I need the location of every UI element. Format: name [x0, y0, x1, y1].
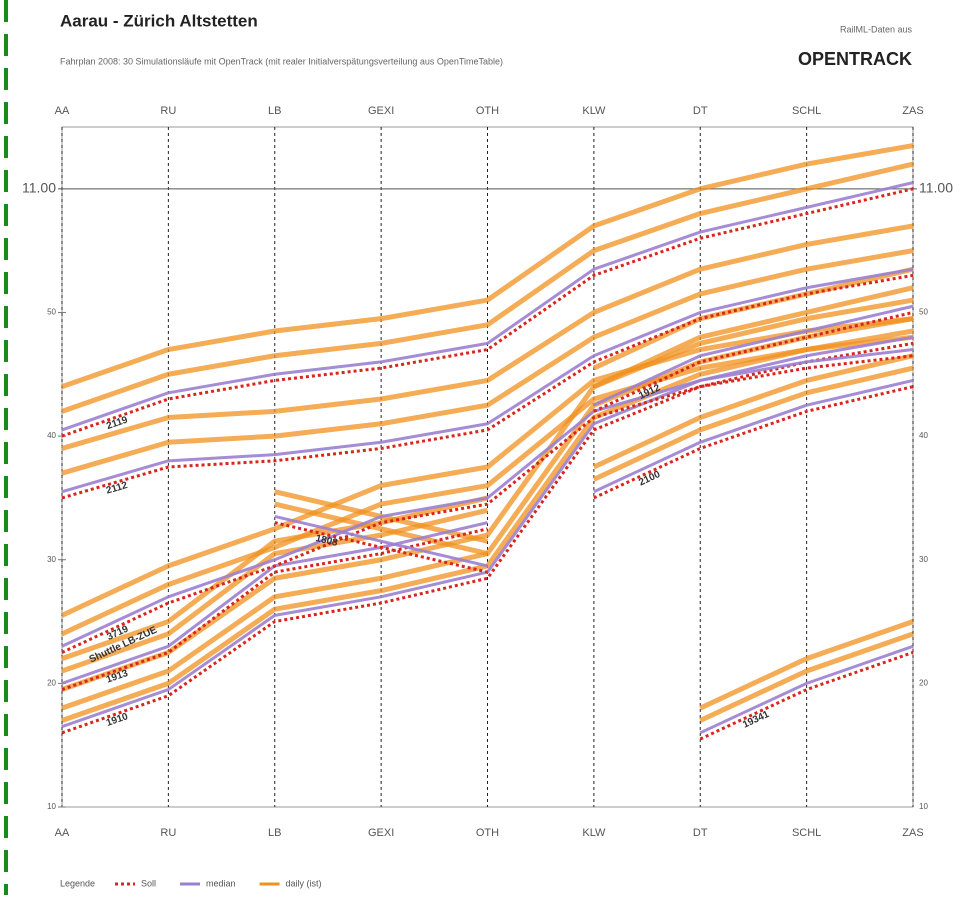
- y-tick-label: 11.00: [22, 180, 56, 196]
- y-tick-label-right: 50: [919, 308, 928, 317]
- daily-line: [61, 161, 914, 414]
- median-line: [61, 181, 914, 432]
- soll-line: [699, 651, 914, 741]
- station-label-bottom: LB: [268, 827, 281, 839]
- station-label-top: SCHL: [792, 105, 821, 117]
- y-tick-label-right: 20: [919, 678, 928, 687]
- station-label-bottom: ZAS: [902, 827, 923, 839]
- station-label-top: KLW: [582, 105, 606, 117]
- y-tick-label-right: 11.00: [919, 180, 953, 196]
- station-label-top: GEXI: [368, 105, 394, 117]
- y-tick-label: 10: [47, 802, 56, 811]
- train-label: 1913: [105, 668, 130, 686]
- daily-line: [60, 316, 914, 618]
- median-line: [61, 348, 914, 648]
- daily-line: [699, 631, 914, 723]
- station-label-top: DT: [693, 105, 708, 117]
- station-label-bottom: RU: [160, 827, 176, 839]
- soll-line: [61, 354, 914, 654]
- station-label-bottom: KLW: [582, 827, 606, 839]
- daily-line: [592, 365, 914, 482]
- station-label-bottom: DT: [693, 827, 708, 839]
- station-label-bottom: OTH: [476, 827, 499, 839]
- median-line: [274, 514, 488, 568]
- soll-line: [593, 385, 914, 500]
- daily-line: [592, 285, 914, 389]
- median-line: [593, 304, 914, 407]
- y-tick-label-right: 40: [919, 431, 928, 440]
- station-label-bottom: AA: [55, 827, 70, 839]
- soll-line: [61, 273, 914, 500]
- legend-label: median: [206, 878, 236, 888]
- y-tick-label: 40: [47, 431, 56, 440]
- daily-line: [61, 495, 489, 661]
- y-tick-label-right: 30: [919, 555, 928, 564]
- daily-line: [61, 297, 914, 692]
- median-line: [61, 335, 914, 729]
- y-tick-label: 20: [47, 678, 56, 687]
- station-label-bottom: SCHL: [792, 827, 821, 839]
- soll-line: [61, 527, 488, 691]
- y-tick-label: 50: [47, 308, 56, 317]
- y-tick-label-right: 10: [919, 802, 928, 811]
- daily-line: [592, 353, 914, 470]
- station-label-bottom: GEXI: [368, 827, 394, 839]
- daily-line: [699, 619, 914, 711]
- logo: OPENTRACK: [798, 49, 912, 69]
- daily-line: [61, 248, 914, 476]
- median-line: [61, 267, 914, 494]
- station-label-top: OTH: [476, 105, 499, 117]
- train-label: 1808: [314, 533, 339, 549]
- train-label: 2112: [105, 480, 129, 497]
- median-line: [699, 644, 914, 735]
- station-label-top: AA: [55, 105, 70, 117]
- station-label-top: RU: [160, 105, 176, 117]
- source-note: RailML-Daten aus: [840, 24, 913, 34]
- soll-line: [274, 521, 488, 574]
- station-label-top: LB: [268, 105, 281, 117]
- median-line: [593, 378, 914, 494]
- y-tick-label: 30: [47, 555, 56, 564]
- daily-line: [61, 143, 914, 389]
- daily-line: [274, 501, 489, 556]
- legend-label: Soll: [141, 878, 156, 888]
- train-label: 2100: [637, 469, 662, 489]
- train-label: 1910: [105, 711, 130, 729]
- legend-title: Legende: [60, 878, 95, 888]
- daily-line: [60, 334, 914, 637]
- daily-line: [61, 223, 914, 451]
- station-label-top: ZAS: [902, 105, 923, 117]
- chart-subtitle: Fahrplan 2008: 30 Simulationsläufe mit O…: [60, 56, 503, 66]
- soll-line: [61, 187, 914, 438]
- chart-title: Aarau - Zürich Altstetten: [60, 11, 258, 30]
- soll-line: [61, 341, 914, 735]
- legend-label: daily (ist): [286, 878, 322, 888]
